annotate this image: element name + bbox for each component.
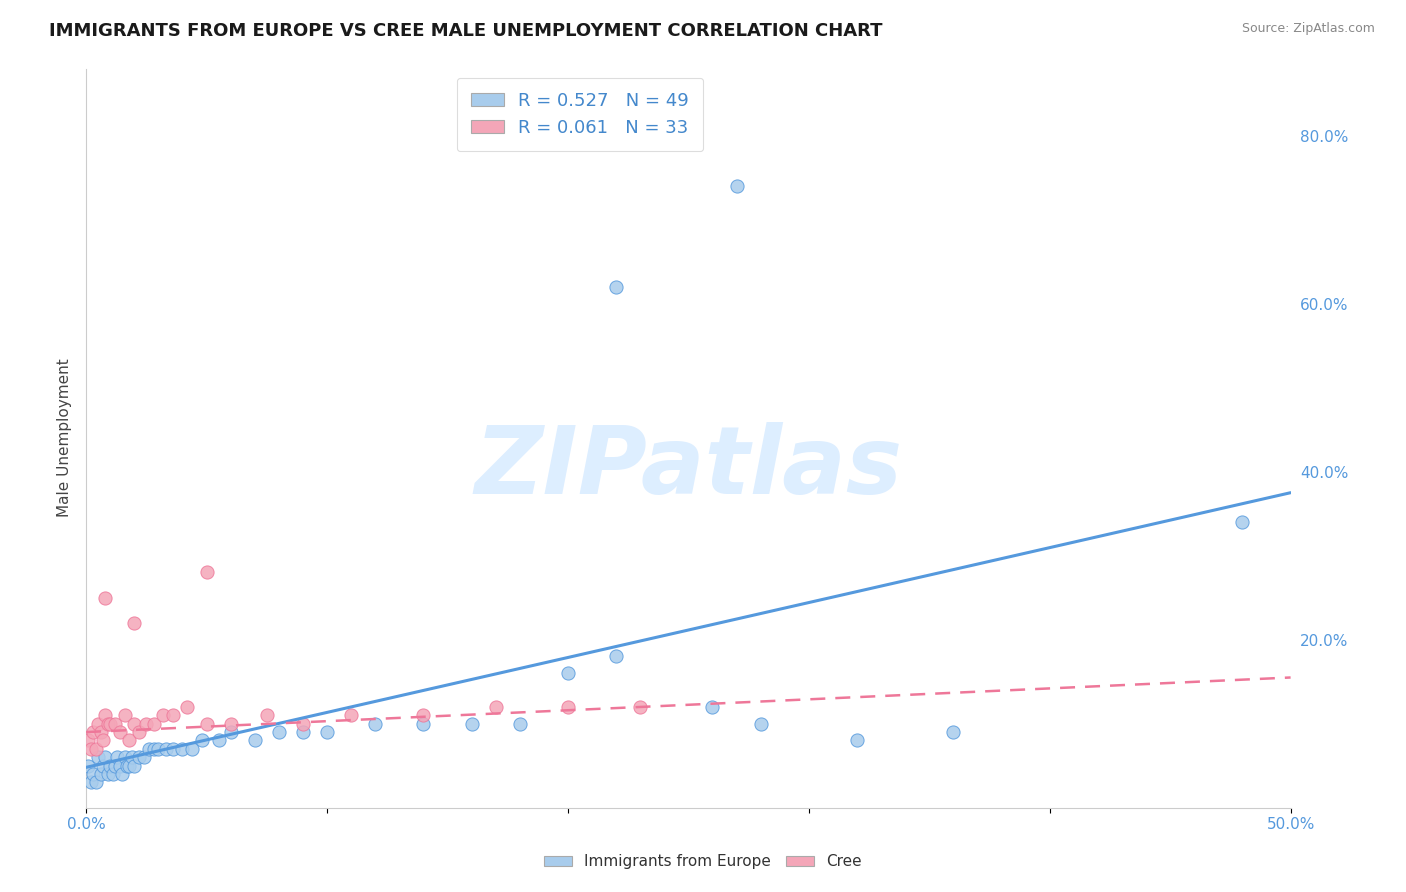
Point — [128, 725, 150, 739]
Point — [412, 716, 434, 731]
Point — [207, 733, 229, 747]
Point — [195, 716, 218, 731]
Text: ZIPatlas: ZIPatlas — [474, 422, 903, 514]
Point — [132, 750, 155, 764]
Point — [291, 716, 314, 731]
Legend: R = 0.527   N = 49, R = 0.061   N = 33: R = 0.527 N = 49, R = 0.061 N = 33 — [457, 78, 703, 152]
Point — [98, 716, 121, 731]
Point — [97, 716, 120, 731]
Point — [181, 742, 204, 756]
Point — [104, 716, 127, 731]
Point — [80, 775, 103, 789]
Point — [142, 716, 165, 731]
Point — [605, 649, 627, 664]
Point — [87, 750, 110, 764]
Point — [108, 725, 131, 739]
Point — [412, 708, 434, 723]
Point — [101, 767, 124, 781]
Point — [243, 733, 266, 747]
Point — [557, 666, 579, 681]
Point — [80, 742, 103, 756]
Point — [91, 758, 114, 772]
Point — [97, 767, 120, 781]
Point — [135, 716, 157, 731]
Point — [195, 566, 218, 580]
Legend: Immigrants from Europe, Cree: Immigrants from Europe, Cree — [538, 848, 868, 875]
Text: Source: ZipAtlas.com: Source: ZipAtlas.com — [1241, 22, 1375, 36]
Point — [557, 699, 579, 714]
Point — [128, 750, 150, 764]
Point — [846, 733, 869, 747]
Point — [84, 775, 107, 789]
Point — [98, 758, 121, 772]
Point — [108, 758, 131, 772]
Point — [725, 179, 748, 194]
Point — [142, 742, 165, 756]
Point — [82, 725, 104, 739]
Point — [291, 725, 314, 739]
Point — [219, 716, 242, 731]
Point — [340, 708, 363, 723]
Point — [1232, 515, 1254, 529]
Point — [176, 699, 198, 714]
Point — [122, 716, 145, 731]
Point — [118, 758, 141, 772]
Point — [94, 750, 117, 764]
Point — [89, 767, 111, 781]
Point — [114, 750, 136, 764]
Point — [84, 742, 107, 756]
Point — [77, 758, 100, 772]
Y-axis label: Male Unemployment: Male Unemployment — [58, 359, 72, 517]
Point — [155, 742, 177, 756]
Point — [267, 725, 290, 739]
Point — [104, 758, 127, 772]
Point — [484, 699, 506, 714]
Point — [172, 742, 194, 756]
Point — [148, 742, 170, 756]
Point — [162, 708, 184, 723]
Point — [628, 699, 651, 714]
Point — [749, 716, 772, 731]
Point — [118, 733, 141, 747]
Point — [82, 767, 104, 781]
Point — [256, 708, 278, 723]
Point — [460, 716, 482, 731]
Point — [77, 733, 100, 747]
Point — [605, 280, 627, 294]
Point — [316, 725, 339, 739]
Point — [87, 716, 110, 731]
Point — [115, 758, 138, 772]
Point — [364, 716, 387, 731]
Point — [91, 733, 114, 747]
Point — [122, 615, 145, 630]
Point — [111, 767, 134, 781]
Point — [162, 742, 184, 756]
Point — [509, 716, 531, 731]
Point — [122, 758, 145, 772]
Point — [942, 725, 965, 739]
Point — [94, 708, 117, 723]
Point — [138, 742, 160, 756]
Point — [702, 699, 724, 714]
Text: IMMIGRANTS FROM EUROPE VS CREE MALE UNEMPLOYMENT CORRELATION CHART: IMMIGRANTS FROM EUROPE VS CREE MALE UNEM… — [49, 22, 883, 40]
Point — [152, 708, 174, 723]
Point — [105, 750, 128, 764]
Point — [94, 591, 117, 605]
Point — [219, 725, 242, 739]
Point — [89, 725, 111, 739]
Point — [114, 708, 136, 723]
Point — [121, 750, 143, 764]
Point — [190, 733, 212, 747]
